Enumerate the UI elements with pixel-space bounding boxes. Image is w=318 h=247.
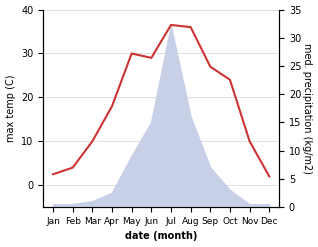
Y-axis label: med. precipitation (kg/m2): med. precipitation (kg/m2) xyxy=(302,43,313,174)
X-axis label: date (month): date (month) xyxy=(125,231,197,242)
Y-axis label: max temp (C): max temp (C) xyxy=(5,75,16,142)
